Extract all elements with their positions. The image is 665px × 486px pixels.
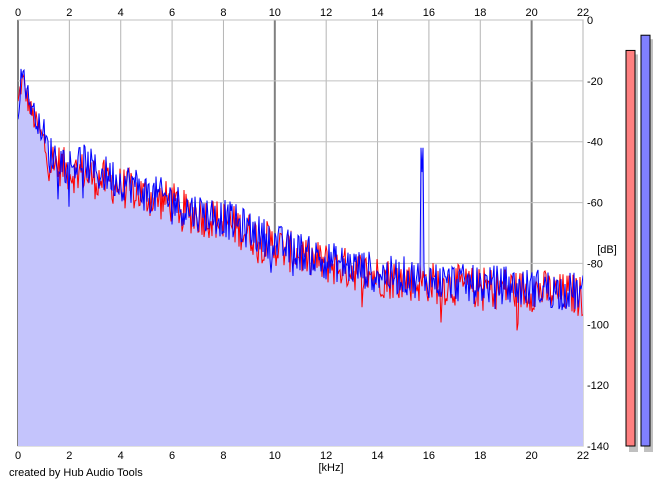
x-tick-label-top: 6 (169, 7, 175, 19)
x-tick-label-top: 18 (474, 7, 486, 19)
y-ticks: 0 -20 -40 -60 -80 -100 -120 -140 (587, 15, 609, 453)
x-tick-label-bottom: 2 (66, 450, 72, 462)
x-tick-label-bottom: 8 (220, 450, 226, 462)
y-tick-label: -100 (587, 319, 609, 331)
x-tick-label-top: 8 (220, 7, 226, 19)
series-line-blue (18, 68, 583, 311)
x-tick-label-bottom: 12 (320, 450, 332, 462)
series-layer (18, 68, 583, 331)
x-tick-label-top: 12 (320, 7, 332, 19)
x-tick-label-top: 0 (15, 7, 21, 19)
level-meter-red (625, 49, 636, 447)
x-axis-label: [kHz] (318, 462, 343, 474)
x-tick-label-bottom: 6 (169, 450, 175, 462)
x-tick-label-bottom: 14 (371, 450, 383, 462)
y-tick-label: -40 (587, 137, 603, 149)
x-ticks-bottom: 0 2 4 6 8 10 12 14 16 18 20 22 (15, 450, 589, 462)
x-tick-label-bottom: 22 (577, 450, 589, 462)
y-tick-label: -80 (587, 258, 603, 270)
x-ticks-top: 0 2 4 6 8 10 12 14 16 18 20 22 (15, 7, 589, 19)
x-tick-label-bottom: 18 (474, 450, 486, 462)
x-tick-label-bottom: 4 (118, 450, 124, 462)
y-tick-label: -120 (587, 380, 609, 392)
x-tick-label-bottom: 20 (526, 450, 538, 462)
x-tick-label-top: 16 (423, 7, 435, 19)
credit-text: created by Hub Audio Tools (9, 467, 143, 479)
y-tick-label: 0 (587, 15, 593, 27)
level-meters (625, 34, 653, 453)
x-tick-label-top: 10 (269, 7, 281, 19)
x-tick-label-top: 22 (577, 7, 589, 19)
x-tick-label-top: 4 (118, 7, 124, 19)
y-tick-label: -60 (587, 198, 603, 210)
y-axis-label: [dB] (597, 244, 617, 256)
x-tick-label-top: 2 (66, 7, 72, 19)
x-tick-label-bottom: 10 (269, 450, 281, 462)
x-tick-label-bottom: 0 (15, 450, 21, 462)
x-tick-label-top: 14 (371, 7, 383, 19)
y-tick-label: -140 (587, 441, 609, 453)
x-tick-label-top: 20 (526, 7, 538, 19)
x-tick-label-bottom: 16 (423, 450, 435, 462)
y-tick-label: -20 (587, 76, 603, 88)
level-meter-blue (640, 34, 651, 447)
